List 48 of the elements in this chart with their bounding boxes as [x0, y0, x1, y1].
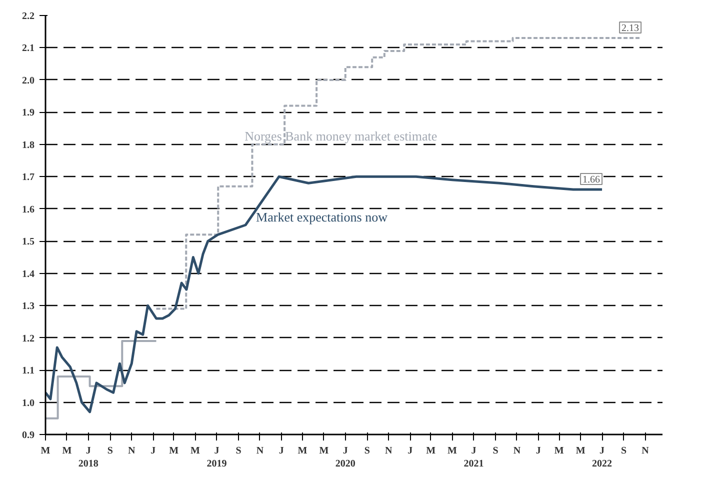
y-tick-label: 1.0	[22, 398, 34, 409]
y-tick-label: 1.7	[22, 172, 34, 184]
x-tick-label: M	[62, 446, 72, 456]
x-tick-label: N	[513, 446, 522, 456]
y-tick-label: 1.3	[22, 301, 34, 312]
x-tick-label: J	[278, 446, 284, 456]
y-tick-label: 2.2	[22, 11, 34, 22]
y-tick-label: 1.2	[22, 333, 34, 344]
x-tick-label: J 2019	[206, 446, 227, 470]
data-label: 1.66	[582, 174, 600, 186]
x-tick-label: M	[576, 446, 586, 456]
x-tick-label: J 2020	[335, 446, 356, 470]
y-tick-label: 0.9	[22, 430, 34, 441]
x-tick-label: M	[448, 446, 458, 456]
y-tick-label: 2.1	[22, 43, 34, 54]
series-label: Market expectations now	[256, 210, 388, 225]
data-label: 2.13	[622, 23, 640, 34]
x-tick-label: S	[492, 446, 499, 456]
x-tick-label: S	[107, 446, 114, 456]
y-tick-label: 2.0	[22, 75, 34, 86]
y-tick-label: 1.5	[22, 236, 34, 248]
x-tick-label: N	[128, 446, 136, 456]
series-label: Norges Bank money market estimate	[244, 128, 438, 144]
y-tick-label: 1.6	[22, 204, 34, 216]
x-tick-label: M	[554, 446, 564, 456]
x-tick-label: J 2018	[78, 446, 98, 470]
x-tick-label: J	[150, 446, 156, 456]
x-tick-label: J 2021	[464, 446, 484, 470]
x-tick-label: S	[236, 446, 242, 456]
x-tick-label: N	[385, 446, 394, 456]
x-tick-label: M	[298, 446, 308, 456]
x-tick-label: N	[642, 446, 650, 456]
x-tick-label: S	[621, 446, 628, 456]
y-tick-label: 1.9	[22, 108, 34, 119]
x-tick-label: M	[40, 446, 51, 456]
x-tick-label: M	[190, 446, 201, 456]
x-tick-label: S	[364, 446, 370, 456]
y-tick-label: 1.1	[22, 366, 34, 377]
x-tick-label: M	[319, 446, 330, 456]
x-tick-label: M	[169, 446, 180, 456]
y-tick-label: 1.4	[22, 268, 34, 280]
x-tick-label: J	[536, 446, 541, 456]
line-series	[46, 175, 604, 414]
x-tick-label: J 2022	[592, 446, 612, 470]
y-tick-label: 1.8	[22, 140, 34, 151]
x-tick-label: M	[426, 446, 436, 456]
x-tick-label: J	[408, 446, 413, 456]
x-tick-label: N	[256, 446, 264, 456]
